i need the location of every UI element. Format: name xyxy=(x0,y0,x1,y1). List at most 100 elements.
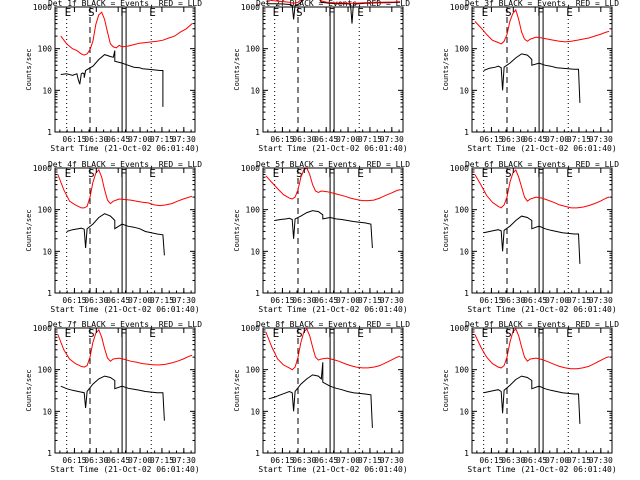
plot-frame xyxy=(262,167,404,294)
x-axis-label: Start Time (21-Oct-02 06:01:40) xyxy=(50,144,199,153)
marker-label: E xyxy=(149,167,156,180)
x-axis-label: Start Time (21-Oct-02 06:01:40) xyxy=(258,305,407,314)
y-tick-label: 10 xyxy=(459,86,469,95)
marker-label: E xyxy=(65,327,72,340)
x-axis-label: Start Time (21-Oct-02 06:01:40) xyxy=(467,465,616,474)
y-tick-label: 100 xyxy=(246,366,261,375)
series-events-line xyxy=(274,210,373,249)
x-tick-label: 06:15 xyxy=(479,296,503,305)
y-tick-label: 100 xyxy=(246,45,261,54)
marker-label: F xyxy=(328,6,335,19)
y-tick-label: 1000 xyxy=(33,164,52,173)
x-tick-label: 07:30 xyxy=(380,296,404,305)
series-events-line xyxy=(60,375,165,421)
chart-title: Det 3f BLACK = Events, RED = LLD xyxy=(465,0,619,8)
x-tick-label: 06:45 xyxy=(106,456,130,465)
y-axis-label: Counts/sec xyxy=(25,48,33,90)
x-tick-label: 06:45 xyxy=(314,296,338,305)
marker-label: E xyxy=(357,6,364,19)
x-tick-label: 06:30 xyxy=(501,456,525,465)
marker-label: F xyxy=(537,167,544,180)
marker-label: S xyxy=(505,327,512,340)
marker-label: E xyxy=(65,6,72,19)
marker-label: S xyxy=(88,327,95,340)
x-tick-label: 06:30 xyxy=(501,296,525,305)
chart-title: Det 7f BLACK = Events, RED = LLD xyxy=(48,320,202,329)
y-tick-label: 1000 xyxy=(450,3,469,12)
marker-label: E xyxy=(273,6,280,19)
plot-frame xyxy=(54,327,196,454)
x-axis-label: Start Time (21-Oct-02 06:01:40) xyxy=(258,465,407,474)
marker-label: E xyxy=(357,167,364,180)
y-tick-label: 1000 xyxy=(33,324,52,333)
y-tick-label: 100 xyxy=(246,206,261,215)
y-tick-label: 10 xyxy=(459,247,469,256)
series-events-line xyxy=(483,53,581,103)
x-tick-label: 07:00 xyxy=(336,456,360,465)
series-lld-line xyxy=(265,328,401,371)
y-axis-label: Counts/sec xyxy=(442,209,450,251)
x-tick-label: 06:30 xyxy=(84,456,108,465)
x-tick-label: 07:30 xyxy=(172,456,196,465)
y-tick-label: 1 xyxy=(47,128,52,137)
marker-label: E xyxy=(482,327,489,340)
x-tick-label: 07:00 xyxy=(128,135,152,144)
plot-frame xyxy=(262,6,404,133)
y-tick-label: 1000 xyxy=(241,3,260,12)
marker-label: E xyxy=(65,167,72,180)
marker-label: F xyxy=(537,6,544,19)
x-tick-label: 07:15 xyxy=(150,296,174,305)
y-tick-label: 10 xyxy=(459,407,469,416)
x-axis-label: Start Time (21-Oct-02 06:01:40) xyxy=(467,144,616,153)
series-lld-line xyxy=(265,0,401,4)
y-tick-label: 1 xyxy=(464,128,469,137)
y-tick-label: 10 xyxy=(42,86,52,95)
chart-title: Det 6f BLACK = Events, RED = LLD xyxy=(465,160,619,169)
series-events-line xyxy=(66,213,165,256)
x-tick-label: 06:15 xyxy=(62,456,86,465)
x-tick-label: 06:45 xyxy=(314,456,338,465)
x-tick-label: 07:15 xyxy=(358,456,382,465)
chart-title: Det 4f BLACK = Events, RED = LLD xyxy=(48,160,202,169)
marker-label: F xyxy=(328,167,335,180)
y-tick-label: 10 xyxy=(42,247,52,256)
series-lld-line xyxy=(60,11,193,56)
series-lld-line xyxy=(57,168,193,209)
x-axis-label: Start Time (21-Oct-02 06:01:40) xyxy=(258,144,407,153)
plot-frame xyxy=(54,167,196,294)
marker-label: E xyxy=(482,6,489,19)
x-tick-label: 07:00 xyxy=(545,135,569,144)
y-tick-label: 10 xyxy=(250,86,260,95)
x-tick-label: 07:30 xyxy=(589,296,613,305)
chart-title: Det 2f BLACK = Events, RED = LLD xyxy=(256,0,410,8)
x-axis-label: Start Time (21-Oct-02 06:01:40) xyxy=(50,305,199,314)
x-tick-label: 07:15 xyxy=(150,135,174,144)
chart-title: Det 1f BLACK = Events, RED = LLD xyxy=(48,0,202,8)
marker-label: E xyxy=(482,167,489,180)
y-axis-label: Counts/sec xyxy=(233,209,241,251)
series-lld-line xyxy=(474,168,610,209)
marker-label: F xyxy=(120,6,127,19)
x-tick-label: 06:15 xyxy=(270,296,294,305)
series-lld-line xyxy=(474,8,610,45)
marker-label: F xyxy=(537,327,544,340)
x-tick-label: 06:15 xyxy=(479,135,503,144)
series-events-line xyxy=(483,215,581,264)
y-axis-label: Counts/sec xyxy=(233,369,241,411)
x-tick-label: 06:30 xyxy=(292,296,316,305)
x-tick-label: 07:00 xyxy=(336,135,360,144)
x-tick-label: 06:45 xyxy=(523,456,547,465)
x-tick-label: 07:30 xyxy=(172,135,196,144)
x-tick-label: 07:30 xyxy=(380,456,404,465)
marker-label: S xyxy=(505,167,512,180)
y-tick-label: 1 xyxy=(47,449,52,458)
marker-label: F xyxy=(328,327,335,340)
marker-label: E xyxy=(566,327,573,340)
y-tick-label: 10 xyxy=(250,247,260,256)
